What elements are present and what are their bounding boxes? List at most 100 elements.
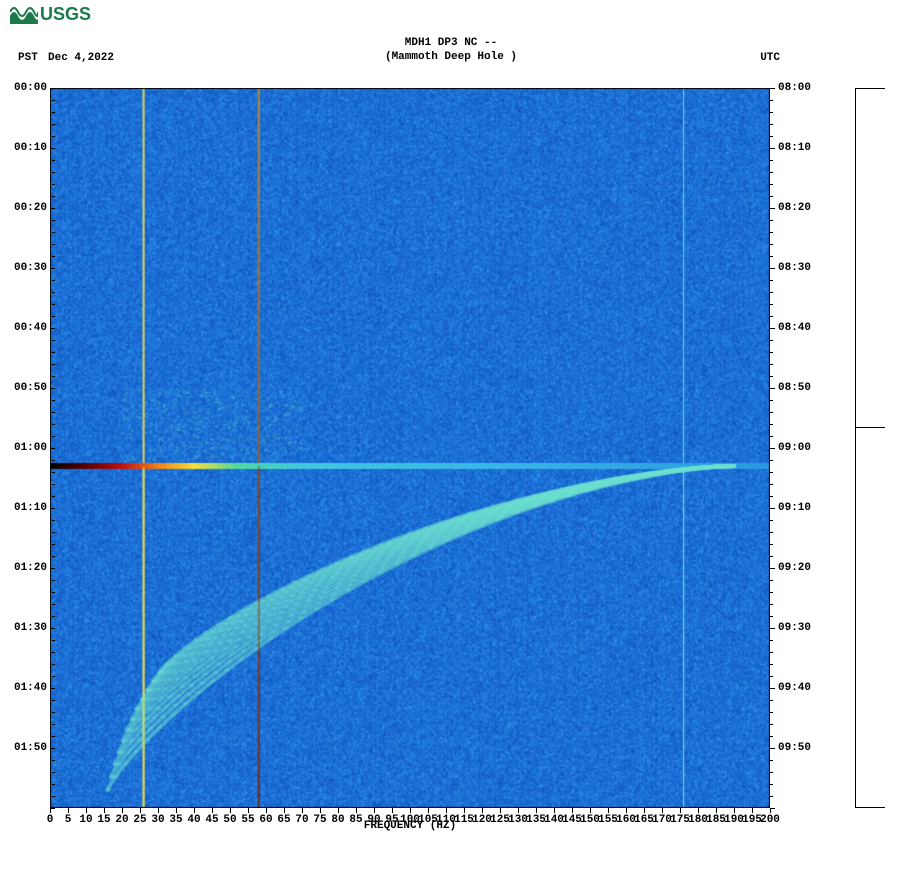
y-tick (770, 796, 773, 797)
y-tick (770, 244, 773, 245)
x-tick (716, 808, 717, 813)
y-tick (52, 580, 55, 581)
y-tick (52, 280, 55, 281)
y-tick (52, 364, 55, 365)
y-tick (52, 460, 55, 461)
y-tick (52, 196, 55, 197)
x-tick (698, 808, 699, 813)
y-tick (770, 688, 775, 689)
y-tick (770, 208, 775, 209)
y-right-label: 08:10 (778, 142, 838, 154)
y-tick (770, 112, 773, 113)
x-tick (464, 808, 465, 813)
y-tick (52, 436, 55, 437)
y-tick (52, 616, 55, 617)
y-tick (770, 568, 775, 569)
x-tick (770, 808, 771, 813)
y-left-label: 00:30 (0, 262, 47, 274)
y-tick (770, 436, 773, 437)
y-tick (52, 796, 55, 797)
y-tick (50, 628, 55, 629)
y-left-label: 01:50 (0, 742, 47, 754)
y-right-label: 09:50 (778, 742, 838, 754)
y-tick (50, 148, 55, 149)
right-scale-tick (855, 427, 885, 428)
x-tick (446, 808, 447, 813)
y-tick (52, 136, 55, 137)
y-tick (50, 748, 55, 749)
y-left-label: 00:20 (0, 202, 47, 214)
y-tick (52, 316, 55, 317)
x-tick (734, 808, 735, 813)
y-tick (52, 736, 55, 737)
y-tick (50, 328, 55, 329)
y-tick (770, 508, 775, 509)
x-tick (302, 808, 303, 813)
y-tick (52, 376, 55, 377)
x-tick (644, 808, 645, 813)
y-tick (770, 652, 773, 653)
y-tick (770, 520, 773, 521)
x-axis-label: FREQUENCY (HZ) (50, 820, 770, 832)
y-tick (52, 100, 55, 101)
y-tick (52, 760, 55, 761)
y-tick (52, 724, 55, 725)
y-tick (52, 604, 55, 605)
y-tick (770, 580, 773, 581)
y-axis-left: 00:0000:1000:2000:3000:4000:5001:0001:10… (0, 88, 50, 808)
y-tick (770, 172, 773, 173)
y-left-label: 01:10 (0, 502, 47, 514)
y-right-label: 09:00 (778, 442, 838, 454)
y-right-label: 09:30 (778, 622, 838, 634)
y-tick (770, 748, 775, 749)
x-tick (320, 808, 321, 813)
y-tick (770, 376, 773, 377)
y-tick (770, 280, 773, 281)
y-tick (770, 148, 775, 149)
y-tick (52, 472, 55, 473)
y-tick (52, 664, 55, 665)
y-tick (770, 556, 773, 557)
y-tick (52, 124, 55, 125)
y-tick (52, 412, 55, 413)
y-left-label: 01:30 (0, 622, 47, 634)
y-tick (52, 184, 55, 185)
y-tick (770, 532, 773, 533)
spectrogram-plot (50, 88, 770, 808)
y-tick (770, 700, 773, 701)
y-tick (52, 292, 55, 293)
x-tick (392, 808, 393, 813)
x-tick (230, 808, 231, 813)
x-tick (608, 808, 609, 813)
x-tick (428, 808, 429, 813)
y-tick (770, 616, 773, 617)
y-tick (770, 424, 773, 425)
x-tick (68, 808, 69, 813)
y-tick (52, 424, 55, 425)
y-tick (52, 772, 55, 773)
y-tick (52, 244, 55, 245)
right-scale (855, 88, 885, 808)
y-tick (770, 772, 773, 773)
y-tick (52, 112, 55, 113)
timezone-right: UTC (760, 52, 780, 64)
y-tick (770, 712, 773, 713)
y-tick (770, 412, 773, 413)
logo-text: USGS (40, 4, 91, 25)
x-tick (266, 808, 267, 813)
y-tick (52, 496, 55, 497)
y-tick (770, 460, 773, 461)
y-tick (770, 760, 773, 761)
timezone-left: PST (18, 52, 38, 64)
x-tick (482, 808, 483, 813)
x-tick (212, 808, 213, 813)
y-tick (770, 100, 773, 101)
y-tick (770, 292, 773, 293)
x-tick (158, 808, 159, 813)
y-tick (52, 352, 55, 353)
y-tick (770, 388, 775, 389)
y-left-label: 00:00 (0, 82, 47, 94)
y-right-label: 09:20 (778, 562, 838, 574)
y-left-label: 00:50 (0, 382, 47, 394)
x-tick (194, 808, 195, 813)
